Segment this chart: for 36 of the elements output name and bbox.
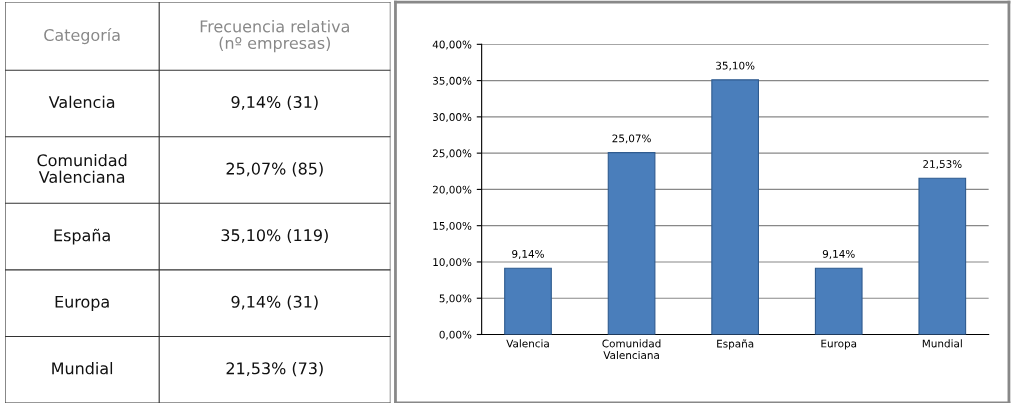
text: 9,14% (31) [231, 295, 318, 310]
y-tick-label: 15,00% [433, 221, 472, 231]
bar [504, 267, 552, 335]
y-tick-label: 35,00% [433, 76, 472, 86]
bar [918, 177, 967, 335]
text: Europa [55, 295, 109, 311]
text: Categoría [44, 28, 120, 45]
text: 21,53% (73) [226, 362, 323, 377]
x-tick-label: Valencia [506, 339, 549, 348]
y-tick-label: 30,00% [433, 113, 472, 123]
data-label: 9,14% [512, 249, 544, 259]
data-label: 35,10% [716, 61, 755, 71]
y-tick-label: 5,00% [439, 294, 472, 304]
text: España [54, 228, 110, 245]
text: 25,07% (85) [226, 162, 323, 177]
y-tick-label: 25,00% [432, 149, 472, 159]
bar [711, 79, 760, 335]
y-tick-label: 0,00% [439, 330, 472, 340]
x-tick-label: Mundial [922, 339, 962, 348]
data-label: 25,07% [612, 134, 651, 144]
y-tick-label: 40,00% [432, 40, 472, 50]
text: Frecuencia relativa (nº empresas) [200, 20, 349, 53]
x-tick-label: España [717, 339, 754, 350]
y-tick-label: 20,00% [432, 185, 472, 195]
data-label: 21,53% [923, 160, 962, 170]
bar [607, 152, 656, 335]
text: Comunidad Valenciana [37, 153, 127, 183]
bar [814, 267, 863, 335]
x-tick-label: Europa [821, 339, 857, 350]
text: 35,10% (119) [221, 228, 328, 244]
text: 9,14% (31) [231, 95, 318, 110]
x-tick-label: Comunidad Valenciana [602, 339, 661, 360]
text: Mundial [52, 361, 113, 375]
data-label: 9,14% [822, 249, 855, 259]
y-tick-label: 10,00% [433, 258, 472, 268]
text: Valencia [48, 95, 115, 109]
